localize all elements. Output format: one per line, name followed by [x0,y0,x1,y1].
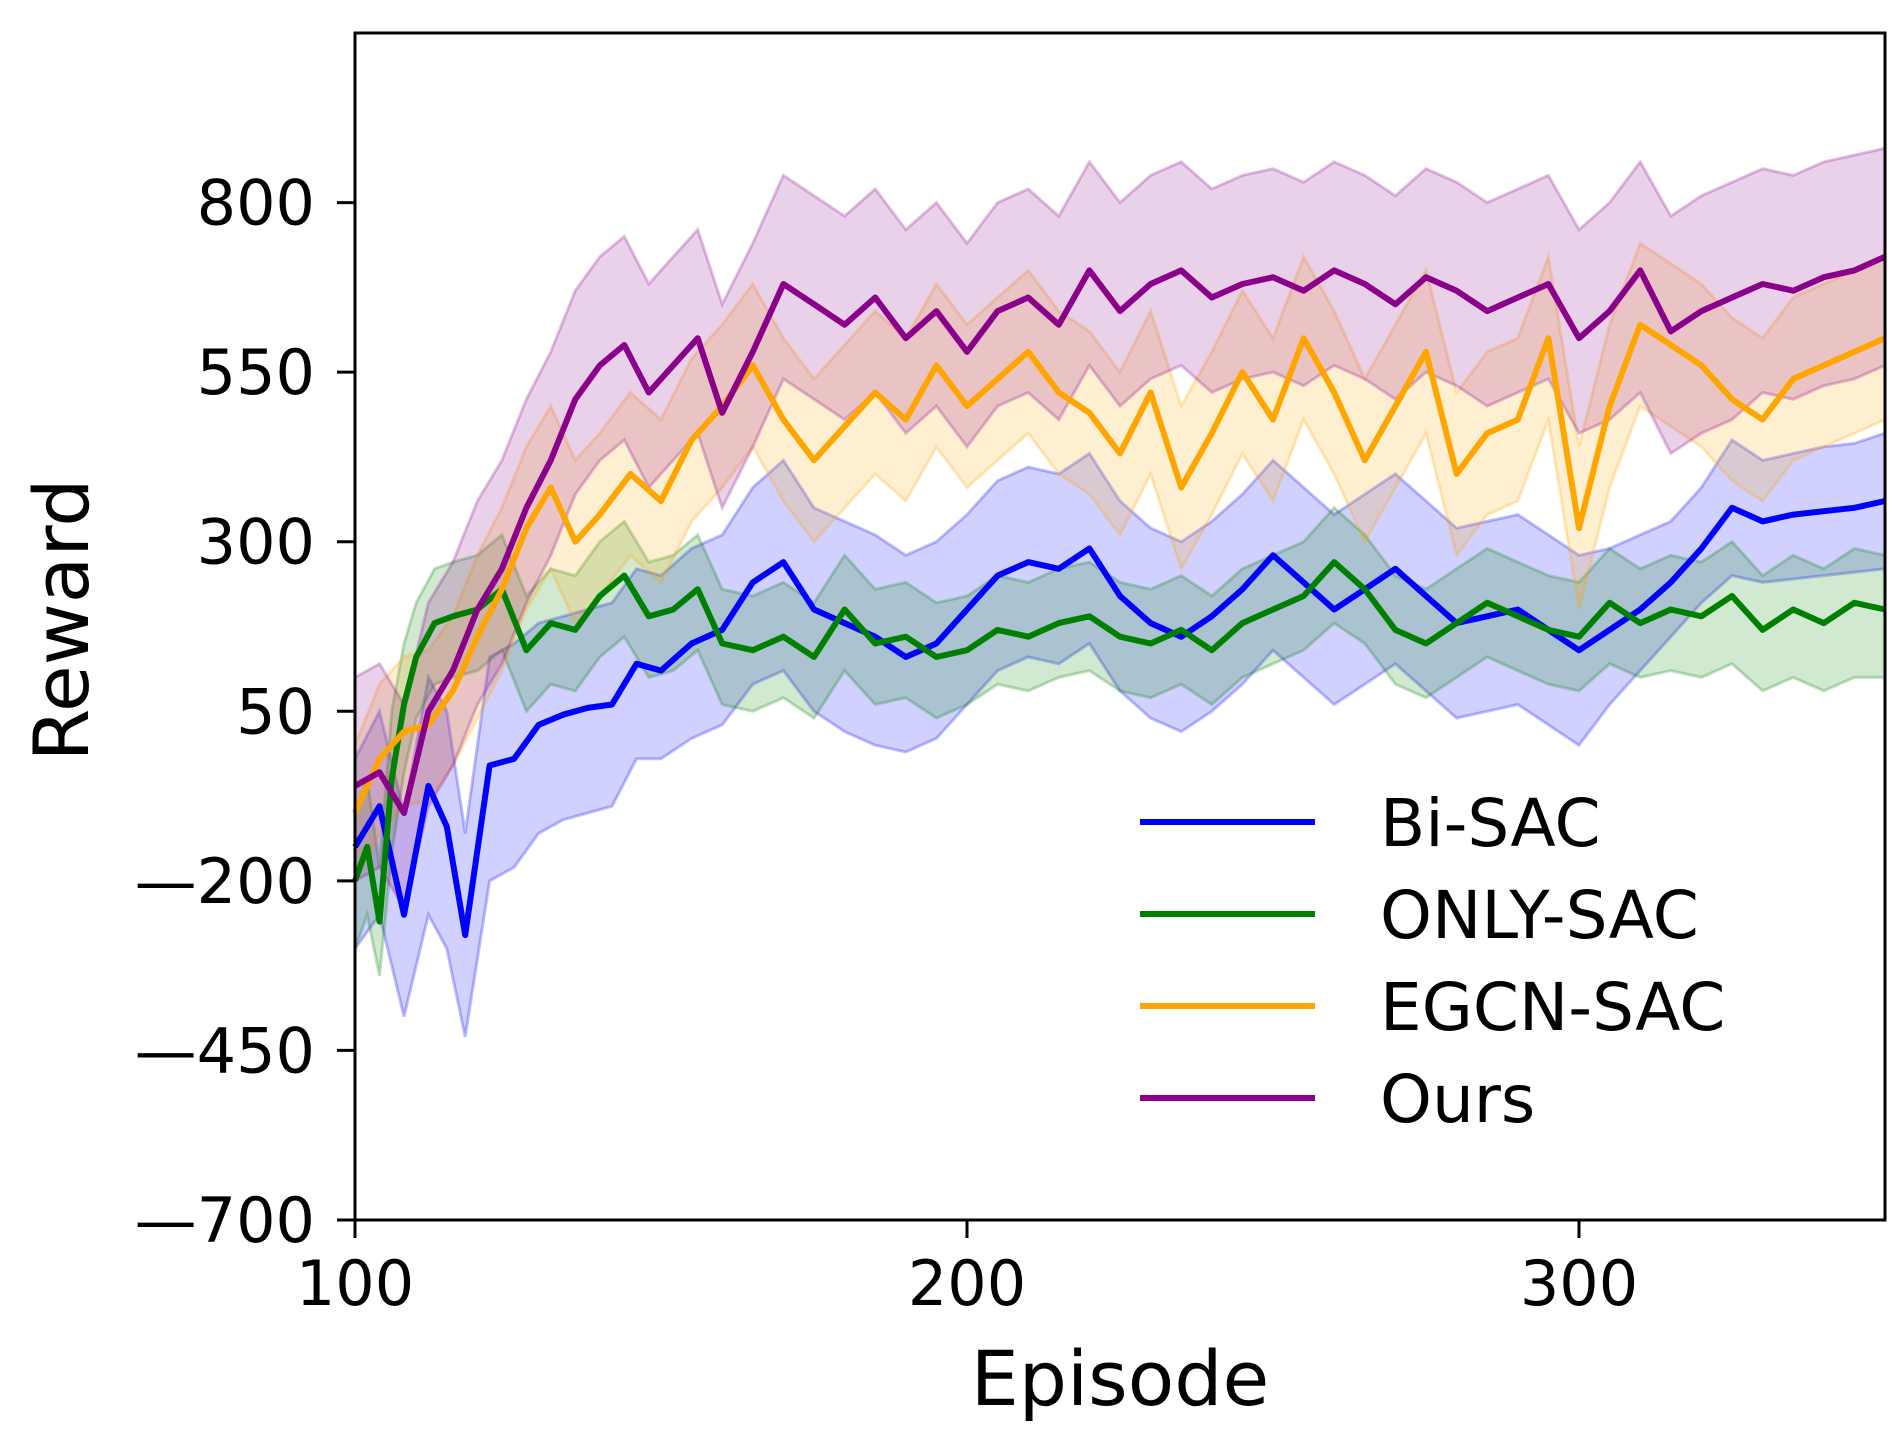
line-bi-sac [352,498,1886,939]
x-tick-label: 200 [908,1247,1026,1320]
x-tick-label: 100 [296,1247,414,1320]
y-tick-label: 300 [197,506,315,579]
band-ours [355,148,1885,909]
line-ours [353,254,1887,816]
legend: Bi-SAC ONLY-SAC EGCN-SAC Ours [1140,785,1725,1138]
band-lower-ours [354,362,1886,912]
y-tick-label: 800 [197,167,315,240]
y-tick-label: 50 [236,675,315,748]
confidence-bands [353,146,1886,1038]
series-lines [352,254,1887,939]
legend-label-only-sac: ONLY-SAC [1380,877,1699,954]
y-tick-label: —200 [135,845,315,918]
y-tick-label: —700 [135,1184,315,1257]
x-tick-label: 300 [1520,1247,1638,1320]
legend-label-ours: Ours [1380,1061,1535,1138]
band-upper-ours [354,146,1886,709]
line-egcn-sac [352,321,1887,815]
band-bi-sac [355,433,1885,1037]
band-only-sac [355,507,1885,976]
line-only-sac [352,559,1886,925]
band-upper-bi-sac [353,431,1886,834]
legend-label-egcn-sac: EGCN-SAC [1380,969,1725,1046]
plot-frame [353,31,1887,1222]
band-lower-bi-sac [353,567,1886,1038]
y-tick-label: —450 [135,1014,315,1087]
band-lower-egcn-sac [353,403,1886,882]
band-egcn-sac [355,243,1885,881]
y-axis-title: Reward [17,478,106,761]
x-axis-ticks: 100 200 300 [296,1220,1638,1320]
band-lower-only-sac [353,621,1885,977]
y-axis-ticks: —700 —450 —200 50 300 550 800 [135,167,355,1257]
x-axis-title: Episode [971,1334,1269,1423]
y-tick-label: 550 [197,336,315,409]
legend-label-bi-sac: Bi-SAC [1380,785,1601,862]
